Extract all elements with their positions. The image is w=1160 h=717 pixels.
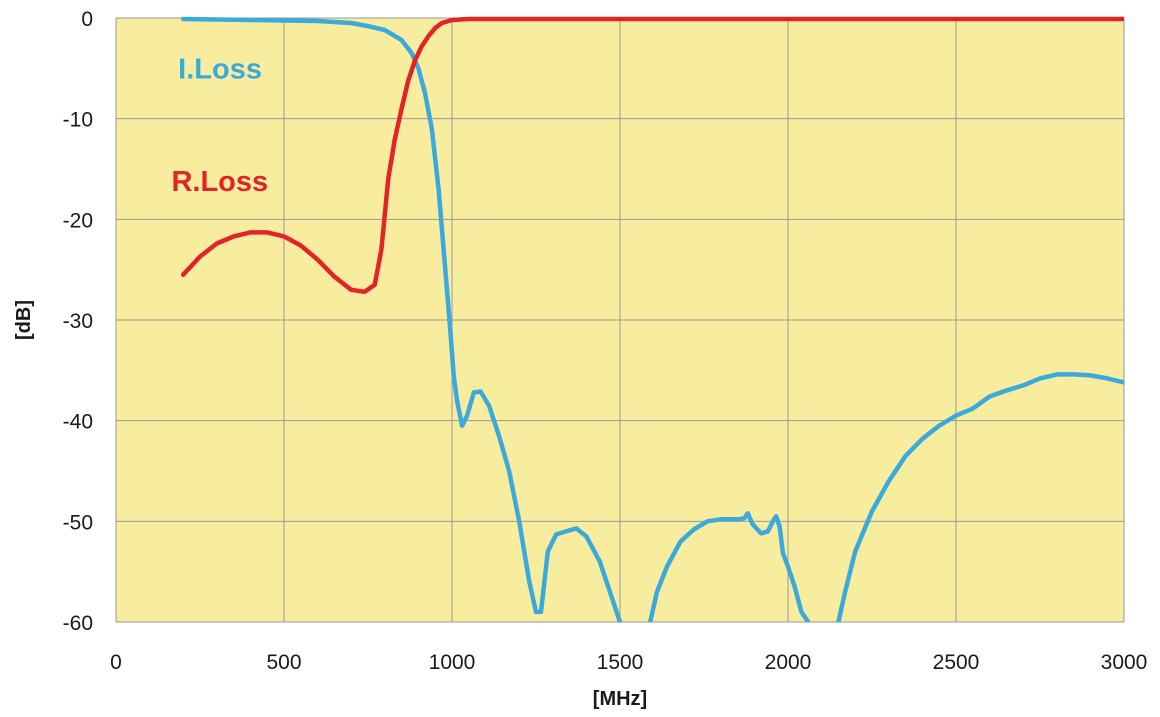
y-axis-title: [dB] xyxy=(13,300,35,340)
y-tick-label: -60 xyxy=(63,612,93,635)
y-tick-label: -20 xyxy=(63,209,93,232)
x-tick-label: 2000 xyxy=(765,651,812,674)
x-tick-label: 1500 xyxy=(597,651,644,674)
y-tick-label: 0 xyxy=(81,8,93,31)
x-tick-label: 500 xyxy=(266,651,301,674)
series-line-2 xyxy=(836,372,1124,622)
series-label-0: I.Loss xyxy=(178,53,262,85)
series-label-3: R.Loss xyxy=(171,166,268,198)
y-tick-label: -50 xyxy=(63,511,93,534)
series-line-3 xyxy=(180,16,1124,295)
x-tick-label: 3000 xyxy=(1101,651,1148,674)
x-tick-label: 1000 xyxy=(429,651,476,674)
x-tick-label: 2500 xyxy=(933,651,980,674)
y-tick-label: -30 xyxy=(63,310,93,333)
series-layer xyxy=(180,16,1124,622)
y-axis-ticks: 0 -10 -20 -30 -40 -50 -60 xyxy=(63,8,93,635)
x-axis-title: [MHz] xyxy=(593,688,647,710)
series-line-1 xyxy=(647,511,811,622)
series-labels: I.Loss R.Loss xyxy=(171,53,268,198)
x-axis-ticks: 0 500 1000 1500 2000 2500 3000 xyxy=(110,651,1147,674)
y-tick-label: -40 xyxy=(63,411,93,434)
series-line-0 xyxy=(180,16,623,622)
x-tick-label: 0 xyxy=(110,651,122,674)
y-tick-label: -10 xyxy=(63,109,93,132)
